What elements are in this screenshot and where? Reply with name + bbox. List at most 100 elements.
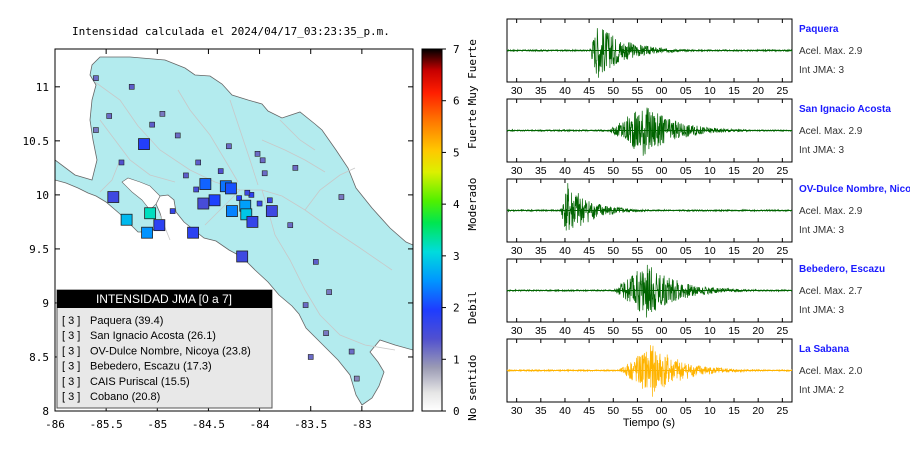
legend-item-name: CAIS Puriscal (15.5) xyxy=(90,376,190,388)
time-tick-label: 35 xyxy=(535,85,547,97)
time-tick-label: 00 xyxy=(656,325,668,337)
colorbar-category-label: Moderado xyxy=(466,178,479,231)
time-tick-label: 00 xyxy=(656,245,668,257)
legend-item-name: Paquera (39.4) xyxy=(90,315,163,327)
x-tick-label: -85.5 xyxy=(90,418,123,431)
station-marker xyxy=(259,157,266,164)
colorbar-category-label: No sentido xyxy=(466,355,479,421)
station-marker xyxy=(226,143,232,150)
time-tick-label: 30 xyxy=(511,245,523,257)
station-marker xyxy=(159,111,166,117)
time-tick-label: 15 xyxy=(728,85,740,97)
time-tick-label: 50 xyxy=(607,245,619,257)
time-tick-label: 40 xyxy=(559,245,571,257)
x-tick-label: -86 xyxy=(45,418,65,431)
time-tick-label: 20 xyxy=(752,85,764,97)
waveform-panel: 30 35 40 45 50 55 00 05 10 15 20 25 La Sabana Acel. M… xyxy=(506,338,863,417)
nicoya-gulf-water xyxy=(121,177,161,211)
station-max-accel: Acel. Max. 2.9 xyxy=(799,126,863,137)
station-marker xyxy=(261,170,268,177)
time-tick-label: 50 xyxy=(607,165,619,177)
station-marker xyxy=(174,132,181,139)
x-tick-label: -85 xyxy=(147,418,167,431)
time-tick-label: 55 xyxy=(632,165,644,177)
station-marker xyxy=(187,226,199,239)
colorbar-tick-label: 7 xyxy=(453,43,460,56)
waveform-trace xyxy=(506,183,792,231)
waveform-trace xyxy=(506,264,793,318)
station-marker xyxy=(199,178,212,190)
station-marker xyxy=(195,159,201,166)
time-tick-label: 20 xyxy=(752,325,764,337)
waveform-panels: 30 35 40 45 50 55 00 05 10 15 20 25 Paquera Acel. Max… xyxy=(506,18,910,417)
station-marker xyxy=(307,354,314,360)
station-name: OV-Dulce Nombre, Nicoya xyxy=(799,184,910,195)
time-tick-label: 35 xyxy=(535,165,547,177)
time-tick-label: 40 xyxy=(559,325,571,337)
time-tick-label: 45 xyxy=(583,165,595,177)
station-name: Paquera xyxy=(799,24,839,35)
legend-header xyxy=(57,290,272,308)
station-marker xyxy=(240,208,253,221)
waveform-panel: 30 35 40 45 50 55 00 05 10 15 20 25 Bebedero, Escazu… xyxy=(506,258,885,337)
station-marker xyxy=(128,84,135,90)
station-marker xyxy=(226,205,238,217)
station-marker xyxy=(153,219,166,232)
legend-item-name: OV-Dulce Nombre, Nicoya (23.8) xyxy=(90,345,251,357)
colorbar-tick-label: 3 xyxy=(453,250,460,263)
time-tick-label: 05 xyxy=(680,325,692,337)
colorbar-tick-label: 0 xyxy=(453,405,460,418)
time-tick-label: 20 xyxy=(752,405,764,417)
time-tick-label: 05 xyxy=(680,165,692,177)
time-tick-label: 55 xyxy=(632,245,644,257)
legend-item-level: [ 3 ] xyxy=(62,361,80,373)
station-marker xyxy=(217,168,224,174)
station-max-accel: Acel. Max. 2.7 xyxy=(799,286,863,297)
colorbar-tick-label: 1 xyxy=(453,353,460,366)
y-tick-label: 11 xyxy=(36,81,49,94)
time-tick-label: 55 xyxy=(632,85,644,97)
station-max-accel: Acel. Max. 2.0 xyxy=(799,366,863,377)
time-tick-label: 00 xyxy=(656,85,668,97)
colorbar-category-label: Fuerte xyxy=(466,109,479,149)
colorbar-category-label: Debil xyxy=(466,291,479,324)
station-marker xyxy=(197,197,210,210)
time-tick-label: 00 xyxy=(656,165,668,177)
time-tick-label: 45 xyxy=(583,405,595,417)
time-tick-label: 10 xyxy=(704,325,716,337)
time-tick-label: 35 xyxy=(535,405,547,417)
station-marker xyxy=(208,194,221,207)
station-marker xyxy=(169,208,176,214)
time-tick-label: 20 xyxy=(752,245,764,257)
colorbar-tick-label: 4 xyxy=(453,198,460,211)
station-marker xyxy=(265,205,278,217)
time-tick-label: 30 xyxy=(511,325,523,337)
time-tick-label: 05 xyxy=(680,405,692,417)
station-marker xyxy=(287,222,294,228)
station-marker xyxy=(141,226,153,239)
station-name: San Ignacio Acosta xyxy=(799,104,891,115)
station-marker xyxy=(302,302,309,308)
colorbar-category-label: Muy Fuerte xyxy=(466,39,479,105)
y-tick-label: 8.5 xyxy=(29,351,49,364)
colorbar-categories: No sentido Debil Moderado Fuerte Muy Fuerte xyxy=(466,39,479,421)
time-tick-label: 25 xyxy=(776,325,788,337)
station-marker xyxy=(236,195,242,201)
station-marker xyxy=(246,215,259,228)
y-tick-label: 9.5 xyxy=(29,243,49,256)
map-axes: -86 -85.5 -85 -84.5 -84 -83.5 -83 8 8.5 9 9.5 10 10.… xyxy=(23,49,413,431)
time-tick-label: 05 xyxy=(680,85,692,97)
station-name: Bebedero, Escazu xyxy=(799,264,885,275)
time-tick-label: 15 xyxy=(728,245,740,257)
legend-title: INTENSIDAD JMA [0 a 7] xyxy=(96,292,232,306)
colorbar-scale xyxy=(421,48,443,412)
station-marker xyxy=(118,159,125,166)
station-marker xyxy=(183,172,189,179)
y-tick-label: 8 xyxy=(42,405,49,418)
station-max-accel: Acel. Max. 2.9 xyxy=(799,46,863,57)
legend-item-level: [ 3 ] xyxy=(62,376,80,388)
time-axis-label: Tiempo (s) xyxy=(623,417,675,429)
time-tick-label: 10 xyxy=(704,405,716,417)
station-marker xyxy=(93,127,99,133)
